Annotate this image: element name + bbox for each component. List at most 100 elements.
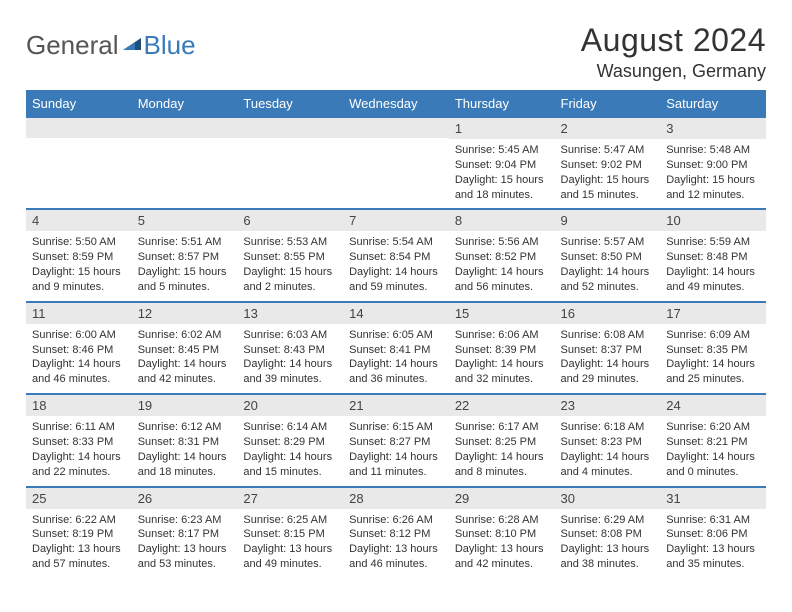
calendar-day-cell: 13Sunrise: 6:03 AMSunset: 8:43 PMDayligh… bbox=[237, 302, 343, 394]
sunset-text: Sunset: 8:41 PM bbox=[349, 343, 443, 358]
day-details: Sunrise: 5:59 AMSunset: 8:48 PMDaylight:… bbox=[660, 231, 766, 300]
daylight-text: Daylight: 13 hours and 42 minutes. bbox=[455, 542, 549, 572]
day-details: Sunrise: 6:08 AMSunset: 8:37 PMDaylight:… bbox=[555, 324, 661, 393]
calendar-day-cell: 1Sunrise: 5:45 AMSunset: 9:04 PMDaylight… bbox=[449, 117, 555, 209]
calendar-day-cell: 10Sunrise: 5:59 AMSunset: 8:48 PMDayligh… bbox=[660, 209, 766, 301]
sunrise-text: Sunrise: 6:28 AM bbox=[455, 513, 549, 528]
day-details: Sunrise: 5:51 AMSunset: 8:57 PMDaylight:… bbox=[132, 231, 238, 300]
calendar-day-cell: 22Sunrise: 6:17 AMSunset: 8:25 PMDayligh… bbox=[449, 394, 555, 486]
daylight-text: Daylight: 15 hours and 15 minutes. bbox=[561, 173, 655, 203]
day-number: 12 bbox=[132, 303, 238, 324]
day-number: 2 bbox=[555, 118, 661, 139]
weekday-header: Tuesday bbox=[237, 91, 343, 118]
day-details: Sunrise: 5:56 AMSunset: 8:52 PMDaylight:… bbox=[449, 231, 555, 300]
calendar-day-cell: 4Sunrise: 5:50 AMSunset: 8:59 PMDaylight… bbox=[26, 209, 132, 301]
daylight-text: Daylight: 14 hours and 49 minutes. bbox=[666, 265, 760, 295]
logo-word-1: General bbox=[26, 30, 119, 61]
sunrise-text: Sunrise: 5:47 AM bbox=[561, 143, 655, 158]
calendar-day-cell bbox=[132, 117, 238, 209]
sunrise-text: Sunrise: 5:57 AM bbox=[561, 235, 655, 250]
sunset-text: Sunset: 8:50 PM bbox=[561, 250, 655, 265]
day-number: 6 bbox=[237, 210, 343, 231]
day-number: 22 bbox=[449, 395, 555, 416]
day-details: Sunrise: 5:45 AMSunset: 9:04 PMDaylight:… bbox=[449, 139, 555, 208]
weekday-header: Sunday bbox=[26, 91, 132, 118]
daylight-text: Daylight: 14 hours and 56 minutes. bbox=[455, 265, 549, 295]
calendar-table: SundayMondayTuesdayWednesdayThursdayFrid… bbox=[26, 90, 766, 578]
day-number: 1 bbox=[449, 118, 555, 139]
calendar-day-cell: 21Sunrise: 6:15 AMSunset: 8:27 PMDayligh… bbox=[343, 394, 449, 486]
sunset-text: Sunset: 8:08 PM bbox=[561, 527, 655, 542]
day-number: 28 bbox=[343, 488, 449, 509]
day-details: Sunrise: 6:09 AMSunset: 8:35 PMDaylight:… bbox=[660, 324, 766, 393]
day-number: 17 bbox=[660, 303, 766, 324]
sunset-text: Sunset: 8:35 PM bbox=[666, 343, 760, 358]
sunset-text: Sunset: 8:06 PM bbox=[666, 527, 760, 542]
calendar-day-cell: 27Sunrise: 6:25 AMSunset: 8:15 PMDayligh… bbox=[237, 487, 343, 578]
day-details: Sunrise: 5:53 AMSunset: 8:55 PMDaylight:… bbox=[237, 231, 343, 300]
sunset-text: Sunset: 8:31 PM bbox=[138, 435, 232, 450]
day-details: Sunrise: 6:05 AMSunset: 8:41 PMDaylight:… bbox=[343, 324, 449, 393]
day-number: 20 bbox=[237, 395, 343, 416]
daylight-text: Daylight: 14 hours and 59 minutes. bbox=[349, 265, 443, 295]
day-number: 15 bbox=[449, 303, 555, 324]
day-details: Sunrise: 6:14 AMSunset: 8:29 PMDaylight:… bbox=[237, 416, 343, 485]
calendar-day-cell: 14Sunrise: 6:05 AMSunset: 8:41 PMDayligh… bbox=[343, 302, 449, 394]
day-number-bar bbox=[26, 118, 132, 138]
day-number: 5 bbox=[132, 210, 238, 231]
calendar-day-cell: 18Sunrise: 6:11 AMSunset: 8:33 PMDayligh… bbox=[26, 394, 132, 486]
daylight-text: Daylight: 13 hours and 49 minutes. bbox=[243, 542, 337, 572]
day-number: 23 bbox=[555, 395, 661, 416]
sunrise-text: Sunrise: 5:50 AM bbox=[32, 235, 126, 250]
calendar-week-row: 4Sunrise: 5:50 AMSunset: 8:59 PMDaylight… bbox=[26, 209, 766, 301]
sunrise-text: Sunrise: 6:18 AM bbox=[561, 420, 655, 435]
sunrise-text: Sunrise: 6:12 AM bbox=[138, 420, 232, 435]
daylight-text: Daylight: 14 hours and 39 minutes. bbox=[243, 357, 337, 387]
logo-mark-icon bbox=[121, 32, 143, 59]
day-number-bar bbox=[132, 118, 238, 138]
day-details: Sunrise: 6:18 AMSunset: 8:23 PMDaylight:… bbox=[555, 416, 661, 485]
day-number: 24 bbox=[660, 395, 766, 416]
daylight-text: Daylight: 14 hours and 46 minutes. bbox=[32, 357, 126, 387]
day-number: 21 bbox=[343, 395, 449, 416]
header: General Blue August 2024 Wasungen, Germa… bbox=[26, 22, 766, 82]
day-number: 25 bbox=[26, 488, 132, 509]
calendar-day-cell: 29Sunrise: 6:28 AMSunset: 8:10 PMDayligh… bbox=[449, 487, 555, 578]
day-number: 8 bbox=[449, 210, 555, 231]
weekday-header: Thursday bbox=[449, 91, 555, 118]
day-details: Sunrise: 6:31 AMSunset: 8:06 PMDaylight:… bbox=[660, 509, 766, 578]
sunset-text: Sunset: 8:25 PM bbox=[455, 435, 549, 450]
day-details: Sunrise: 6:03 AMSunset: 8:43 PMDaylight:… bbox=[237, 324, 343, 393]
day-number: 26 bbox=[132, 488, 238, 509]
sunrise-text: Sunrise: 6:00 AM bbox=[32, 328, 126, 343]
day-number: 4 bbox=[26, 210, 132, 231]
sunrise-text: Sunrise: 6:29 AM bbox=[561, 513, 655, 528]
sunrise-text: Sunrise: 6:17 AM bbox=[455, 420, 549, 435]
calendar-day-cell: 30Sunrise: 6:29 AMSunset: 8:08 PMDayligh… bbox=[555, 487, 661, 578]
sunrise-text: Sunrise: 5:51 AM bbox=[138, 235, 232, 250]
calendar-day-cell: 19Sunrise: 6:12 AMSunset: 8:31 PMDayligh… bbox=[132, 394, 238, 486]
daylight-text: Daylight: 14 hours and 4 minutes. bbox=[561, 450, 655, 480]
sunrise-text: Sunrise: 6:15 AM bbox=[349, 420, 443, 435]
logo: General Blue bbox=[26, 22, 196, 68]
sunset-text: Sunset: 8:45 PM bbox=[138, 343, 232, 358]
weekday-header: Saturday bbox=[660, 91, 766, 118]
sunrise-text: Sunrise: 6:09 AM bbox=[666, 328, 760, 343]
logo-word-2: Blue bbox=[144, 30, 196, 61]
day-number: 30 bbox=[555, 488, 661, 509]
day-details: Sunrise: 6:25 AMSunset: 8:15 PMDaylight:… bbox=[237, 509, 343, 578]
day-details: Sunrise: 6:26 AMSunset: 8:12 PMDaylight:… bbox=[343, 509, 449, 578]
sunset-text: Sunset: 8:10 PM bbox=[455, 527, 549, 542]
day-number: 14 bbox=[343, 303, 449, 324]
calendar-day-cell: 20Sunrise: 6:14 AMSunset: 8:29 PMDayligh… bbox=[237, 394, 343, 486]
daylight-text: Daylight: 14 hours and 29 minutes. bbox=[561, 357, 655, 387]
day-details: Sunrise: 6:28 AMSunset: 8:10 PMDaylight:… bbox=[449, 509, 555, 578]
daylight-text: Daylight: 15 hours and 12 minutes. bbox=[666, 173, 760, 203]
daylight-text: Daylight: 14 hours and 52 minutes. bbox=[561, 265, 655, 295]
day-number: 3 bbox=[660, 118, 766, 139]
sunset-text: Sunset: 8:33 PM bbox=[32, 435, 126, 450]
daylight-text: Daylight: 13 hours and 57 minutes. bbox=[32, 542, 126, 572]
sunset-text: Sunset: 8:12 PM bbox=[349, 527, 443, 542]
sunset-text: Sunset: 8:54 PM bbox=[349, 250, 443, 265]
weekday-header: Friday bbox=[555, 91, 661, 118]
